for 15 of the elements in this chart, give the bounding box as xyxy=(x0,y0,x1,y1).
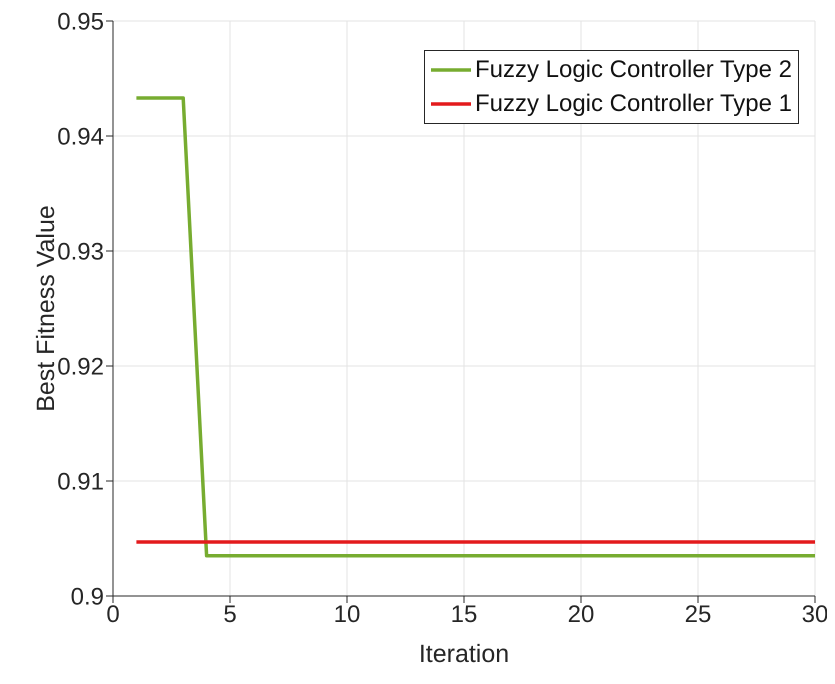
legend-label: Fuzzy Logic Controller Type 1 xyxy=(474,89,792,119)
x-tick-label: 15 xyxy=(450,601,478,628)
x-tick-label: 0 xyxy=(106,601,120,628)
x-axis-title: Iteration xyxy=(418,640,510,668)
x-tick-label: 25 xyxy=(684,601,712,628)
y-tick-label: 0.95 xyxy=(57,8,104,36)
x-tick-label: 20 xyxy=(568,601,594,628)
y-tick-label: 0.91 xyxy=(57,468,104,496)
y-tick-label: 0.93 xyxy=(57,238,104,266)
legend-label: Fuzzy Logic Controller Type 2 xyxy=(474,55,792,85)
x-tick-label: 10 xyxy=(334,601,360,628)
y-tick-label: 0.92 xyxy=(57,354,104,381)
x-tick-label: 5 xyxy=(223,601,237,628)
y-tick-label: 0.9 xyxy=(70,584,104,611)
y-tick-label: 0.94 xyxy=(57,124,104,151)
